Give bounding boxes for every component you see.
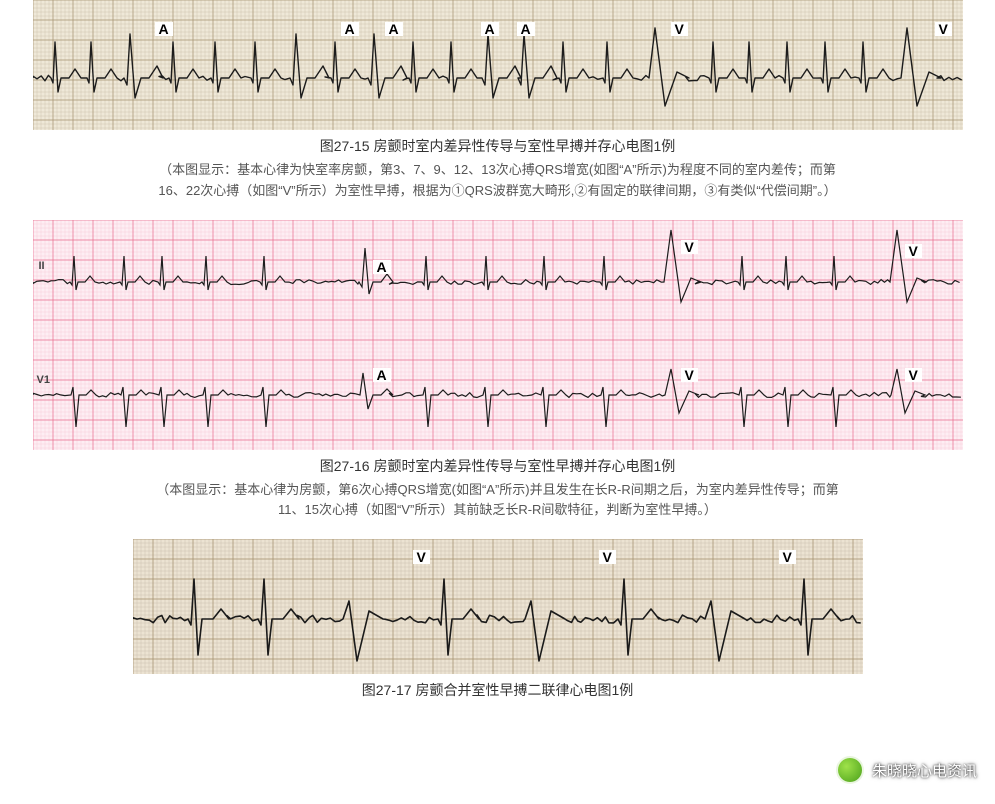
figure-1-title: 图27-15 房颤时室内差异性传导与室性早搏并存心电图1例 — [320, 136, 675, 156]
marker-v: V — [671, 22, 688, 36]
figure-2-caption-line1: （本图显示：基本心律为房颤，第6次心搏QRS增宽(如图“A”所示)并且发生在长R… — [156, 482, 839, 497]
figure-2-caption: （本图显示：基本心律为房颤，第6次心搏QRS增宽(如图“A”所示)并且发生在长R… — [156, 480, 839, 522]
figure-3-ecg: VVV — [133, 539, 863, 674]
marker-v: V — [681, 240, 698, 254]
lead-label-ii: II — [39, 260, 45, 272]
marker-a: A — [385, 22, 403, 36]
marker-a: A — [373, 368, 391, 382]
figure-1-caption-line2: 16、22次心搏（如图“V”所示）为室性早搏，根据为①QRS波群宽大畸形,②有固… — [158, 183, 836, 198]
wechat-icon — [836, 756, 864, 784]
watermark-text: 朱晓晓心电资讯 — [872, 760, 977, 781]
marker-v: V — [779, 550, 796, 564]
lead-label-v1: V1 — [37, 374, 50, 386]
marker-a: A — [155, 22, 173, 36]
marker-a: A — [481, 22, 499, 36]
figure-1-caption-line1: （本图显示：基本心律为快室率房颤，第3、7、9、12、13次心搏QRS增宽(如图… — [159, 162, 836, 177]
marker-v: V — [681, 368, 698, 382]
figure-2-caption-line2: 11、15次心搏（如图“V”所示）其前缺乏长R-R间歇特征，判断为室性早搏。） — [278, 502, 717, 517]
marker-v: V — [905, 244, 922, 258]
figure-3: V V V 图27-17 房颤合并室性早搏二联律心电图1例 — [0, 539, 995, 700]
figure-1-ecg: AAAAAVV — [33, 0, 963, 130]
figure-2-ecg: II V1 A V V A V V — [33, 220, 963, 450]
watermark: 朱晓晓心电资讯 — [836, 756, 977, 784]
marker-v: V — [599, 550, 616, 564]
marker-v: V — [905, 368, 922, 382]
marker-a: A — [517, 22, 535, 36]
figure-2: II V1 A V V A V V 图27-16 房颤时室内差异性传导与室性早搏并存心电图1例… — [0, 220, 995, 522]
marker-v: V — [935, 22, 952, 36]
figure-2-title: 图27-16 房颤时室内差异性传导与室性早搏并存心电图1例 — [320, 456, 675, 476]
figure-1-caption: （本图显示：基本心律为快室率房颤，第3、7、9、12、13次心搏QRS增宽(如图… — [158, 160, 836, 202]
marker-v: V — [413, 550, 430, 564]
figure-3-title: 图27-17 房颤合并室性早搏二联律心电图1例 — [362, 680, 633, 700]
marker-a: A — [373, 260, 391, 274]
figure-1: A A A A A V V 图27-15 房颤时室内差异性传导与室性早搏并存心电图1例 （本… — [0, 0, 995, 202]
marker-a: A — [341, 22, 359, 36]
